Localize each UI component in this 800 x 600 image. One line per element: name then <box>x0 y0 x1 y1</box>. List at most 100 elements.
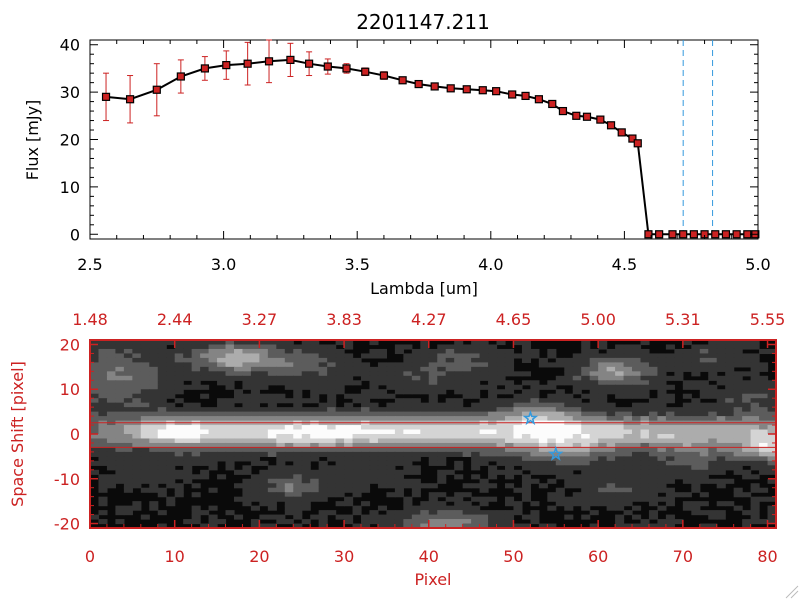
image-cell <box>242 434 252 440</box>
image-cell <box>310 380 320 386</box>
image-cell <box>581 514 591 520</box>
image-cell <box>293 523 303 529</box>
image-cell <box>174 451 184 457</box>
image-cell <box>428 371 438 377</box>
image-cell <box>648 460 659 466</box>
image-cell <box>733 487 743 493</box>
image-cell <box>191 474 201 480</box>
image-cell <box>335 340 345 346</box>
image-cell <box>488 411 498 417</box>
image-cell <box>250 456 260 462</box>
image-cell <box>259 447 269 453</box>
image-cell <box>132 416 142 422</box>
image-cell <box>699 474 709 480</box>
image-cell <box>504 474 515 480</box>
image-cell <box>200 460 210 466</box>
image-cell <box>657 442 667 449</box>
image-cell <box>742 523 752 529</box>
image-cell <box>352 416 362 422</box>
image-cell <box>445 451 455 457</box>
image-cell <box>140 411 150 417</box>
image-cell <box>174 357 184 363</box>
image-cell <box>149 487 159 493</box>
image-cell <box>555 469 565 475</box>
image-cell <box>115 510 125 516</box>
image-cell <box>708 416 718 422</box>
image-cell <box>225 375 235 381</box>
image-cell <box>411 505 421 511</box>
image-cell <box>123 438 133 444</box>
image-cell <box>259 487 269 493</box>
image-cell <box>716 398 726 404</box>
image-cell <box>123 483 133 489</box>
image-cell <box>454 465 464 471</box>
image-cell <box>344 465 354 471</box>
image-cell <box>488 429 498 435</box>
image-cell <box>394 487 404 493</box>
image-cell <box>767 402 777 408</box>
image-cell <box>183 384 193 390</box>
image-cell <box>217 366 227 372</box>
image-cell <box>699 380 709 386</box>
image-cell <box>691 510 701 516</box>
image-cell <box>403 353 413 359</box>
image-cell <box>428 353 438 359</box>
image-cell <box>521 487 531 493</box>
image-top-tick-label: 2.44 <box>157 310 193 329</box>
spectrum-axes <box>89 39 759 240</box>
flux-point <box>572 111 581 120</box>
image-cell <box>623 442 633 449</box>
image-cell <box>191 447 201 453</box>
image-cell <box>733 469 743 475</box>
image-cell <box>98 416 108 422</box>
image-cell <box>377 389 388 395</box>
image-cell <box>581 434 591 440</box>
image-cell <box>640 380 650 386</box>
image-cell <box>183 348 193 355</box>
resize-grip-icon[interactable] <box>785 585 799 599</box>
image-cell <box>699 465 709 471</box>
image-cell <box>403 469 413 475</box>
image-cell <box>640 496 650 502</box>
image-cell <box>632 429 642 435</box>
image-cell <box>310 474 320 480</box>
image-cell <box>386 393 396 399</box>
image-cell <box>445 442 455 449</box>
image-cell <box>344 357 354 363</box>
image-cell <box>361 362 371 368</box>
image-cell <box>767 447 777 453</box>
image-cell <box>699 510 709 516</box>
image-cell <box>411 487 421 493</box>
image-cell <box>725 357 735 363</box>
image-x-tick-label: 50 <box>503 547 523 566</box>
image-cell <box>462 505 472 511</box>
image-cell <box>344 375 354 381</box>
image-cell <box>598 469 608 475</box>
image-cell <box>293 505 303 511</box>
image-cell <box>377 348 388 355</box>
image-cell <box>284 456 294 462</box>
image-cell <box>538 402 548 408</box>
image-cell <box>488 514 498 520</box>
image-cell <box>488 523 498 529</box>
image-cell <box>606 465 616 471</box>
image-cell <box>225 348 235 355</box>
image-cell <box>318 478 328 484</box>
image-x-tick-label: 40 <box>419 547 439 566</box>
image-cell <box>479 434 489 440</box>
image-cell <box>479 348 489 355</box>
image-cell <box>504 348 515 355</box>
image-cell <box>377 380 388 386</box>
image-cell <box>530 519 540 525</box>
image-cell <box>310 340 320 346</box>
image-cell <box>411 398 421 404</box>
image-cell <box>725 465 735 471</box>
image-cell <box>632 402 642 408</box>
image-cell <box>479 340 489 346</box>
image-cell <box>750 483 760 489</box>
image-cell <box>445 362 455 368</box>
image-cell <box>310 425 320 431</box>
image-cell <box>572 416 582 422</box>
image-cell <box>386 460 396 466</box>
